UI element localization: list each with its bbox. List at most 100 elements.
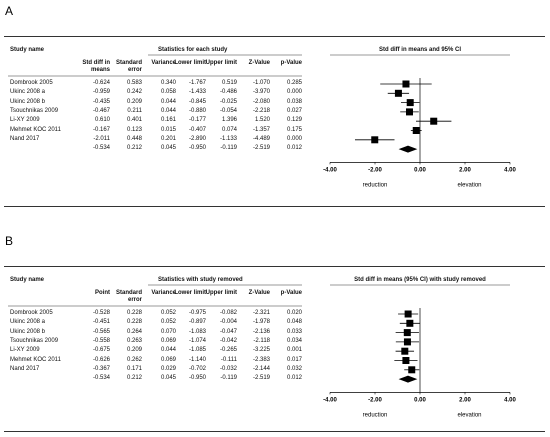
panel-frame	[4, 36, 545, 207]
table-cell: 0.070	[160, 328, 176, 335]
point-estimate	[406, 319, 414, 327]
table-cell: 1.520	[254, 117, 270, 124]
column-header: Upper limit	[205, 60, 237, 66]
study-name: Ukinc 2008 a	[10, 319, 46, 326]
table-cell: 0.012	[286, 375, 302, 382]
x-tick-label: -2.00	[368, 167, 382, 173]
table-cell: -0.111	[220, 356, 237, 363]
point-estimate	[430, 117, 438, 125]
table-cell: 0.242	[126, 89, 142, 96]
table-cell: 0.048	[286, 319, 302, 326]
point-estimate	[402, 80, 410, 88]
table-cell: 0.519	[221, 80, 237, 86]
table-cell: -0.675	[92, 347, 110, 354]
table-cell: -0.558	[92, 337, 110, 344]
column-header: Lower limit	[174, 290, 206, 296]
right-label: elevation	[457, 412, 481, 418]
table-cell: 0.015	[160, 126, 176, 133]
table-cell: -1.978	[252, 319, 270, 326]
x-tick-label: 0.00	[414, 167, 426, 173]
x-tick-label: 4.00	[504, 397, 516, 403]
table-cell: 0.001	[286, 347, 302, 354]
table-cell: -2.890	[188, 135, 206, 142]
x-tick-label: -4.00	[323, 397, 337, 403]
table-cell: 0.285	[286, 80, 302, 86]
table-cell: 0.448	[126, 135, 142, 142]
panel-label: B	[5, 234, 14, 248]
table-cell: -0.897	[188, 319, 206, 326]
point-estimate	[371, 136, 379, 144]
table-cell: 0.033	[286, 328, 302, 335]
table-cell: 0.032	[286, 365, 302, 372]
x-tick-label: 2.00	[459, 397, 471, 403]
left-label: reduction	[363, 412, 388, 418]
column-header: Standard error	[115, 290, 142, 303]
table-cell: 0.045	[160, 145, 176, 152]
table-cell: -2.011	[93, 135, 110, 142]
table-cell: 0.171	[126, 365, 142, 372]
column-header: p-Value	[280, 290, 302, 296]
column-header: Study name	[10, 47, 45, 53]
table-cell: -3.970	[252, 89, 270, 96]
table-cell: -0.959	[92, 89, 110, 96]
table-cell: 0.209	[126, 98, 142, 105]
table-cell: 0.264	[126, 328, 142, 335]
table-cell: 0.069	[160, 356, 176, 363]
study-name: Dombrook 2005	[10, 310, 53, 316]
table-cell: 1.396	[221, 117, 237, 124]
summary-diamond	[398, 375, 418, 383]
table-cell: -0.042	[219, 337, 237, 344]
x-tick-label: 4.00	[504, 167, 516, 173]
point-estimate	[408, 366, 416, 374]
table-cell: 0.209	[126, 347, 142, 354]
table-cell: 0.069	[160, 337, 176, 344]
table-cell: -2.144	[252, 365, 270, 372]
table-cell: -0.486	[219, 89, 237, 96]
table-cell: 0.000	[286, 89, 302, 96]
table-cell: -0.054	[219, 107, 237, 114]
table-cell: 0.038	[286, 98, 302, 105]
point-estimate	[403, 329, 411, 337]
study-name: Ukinc 2008 a	[10, 89, 46, 96]
table-cell: -0.025	[219, 98, 237, 105]
table-cell: 0.228	[126, 319, 142, 326]
table-cell: -0.528	[92, 310, 110, 316]
table-cell: 0.129	[286, 117, 302, 124]
study-name: Mehmet KOC 2011	[10, 126, 61, 133]
x-tick-label: -2.00	[368, 397, 382, 403]
panel-label: A	[5, 4, 14, 18]
table-cell: 0.000	[286, 135, 302, 142]
table-cell: -0.624	[92, 80, 110, 86]
table-cell: 0.052	[160, 310, 176, 316]
panel-frame	[4, 266, 545, 432]
table-cell: -0.534	[92, 375, 110, 382]
table-cell: -0.565	[92, 328, 110, 335]
point-estimate	[412, 127, 420, 134]
table-cell: -0.950	[188, 145, 206, 152]
x-tick-label: -4.00	[323, 167, 337, 173]
column-header: p-Value	[280, 60, 302, 66]
table-cell: -0.626	[92, 356, 110, 363]
table-cell: -0.534	[92, 145, 110, 152]
x-tick-label: 2.00	[459, 167, 471, 173]
x-tick-label: 0.00	[414, 397, 426, 403]
summary-diamond	[398, 145, 418, 153]
table-cell: -0.451	[92, 319, 110, 326]
column-header: Z-Value	[248, 290, 270, 296]
left-label: reduction	[363, 182, 388, 188]
table-title: Statistics for each study	[158, 47, 228, 53]
table-cell: 0.034	[286, 337, 302, 344]
study-name: Li-XY 2009	[10, 117, 40, 124]
point-estimate	[394, 89, 402, 97]
table-cell: 0.123	[126, 126, 142, 133]
table-cell: -3.225	[252, 347, 270, 354]
table-cell: -0.435	[92, 98, 110, 105]
column-header: Variance	[151, 60, 176, 66]
plot-title: Std diff in means and 95% CI	[378, 47, 461, 53]
table-title: Statistics with study removed	[158, 277, 243, 283]
table-cell: -4.489	[252, 135, 270, 142]
table-cell: -2.080	[252, 98, 270, 105]
table-cell: -0.082	[219, 310, 237, 316]
table-cell: 0.583	[126, 80, 142, 86]
